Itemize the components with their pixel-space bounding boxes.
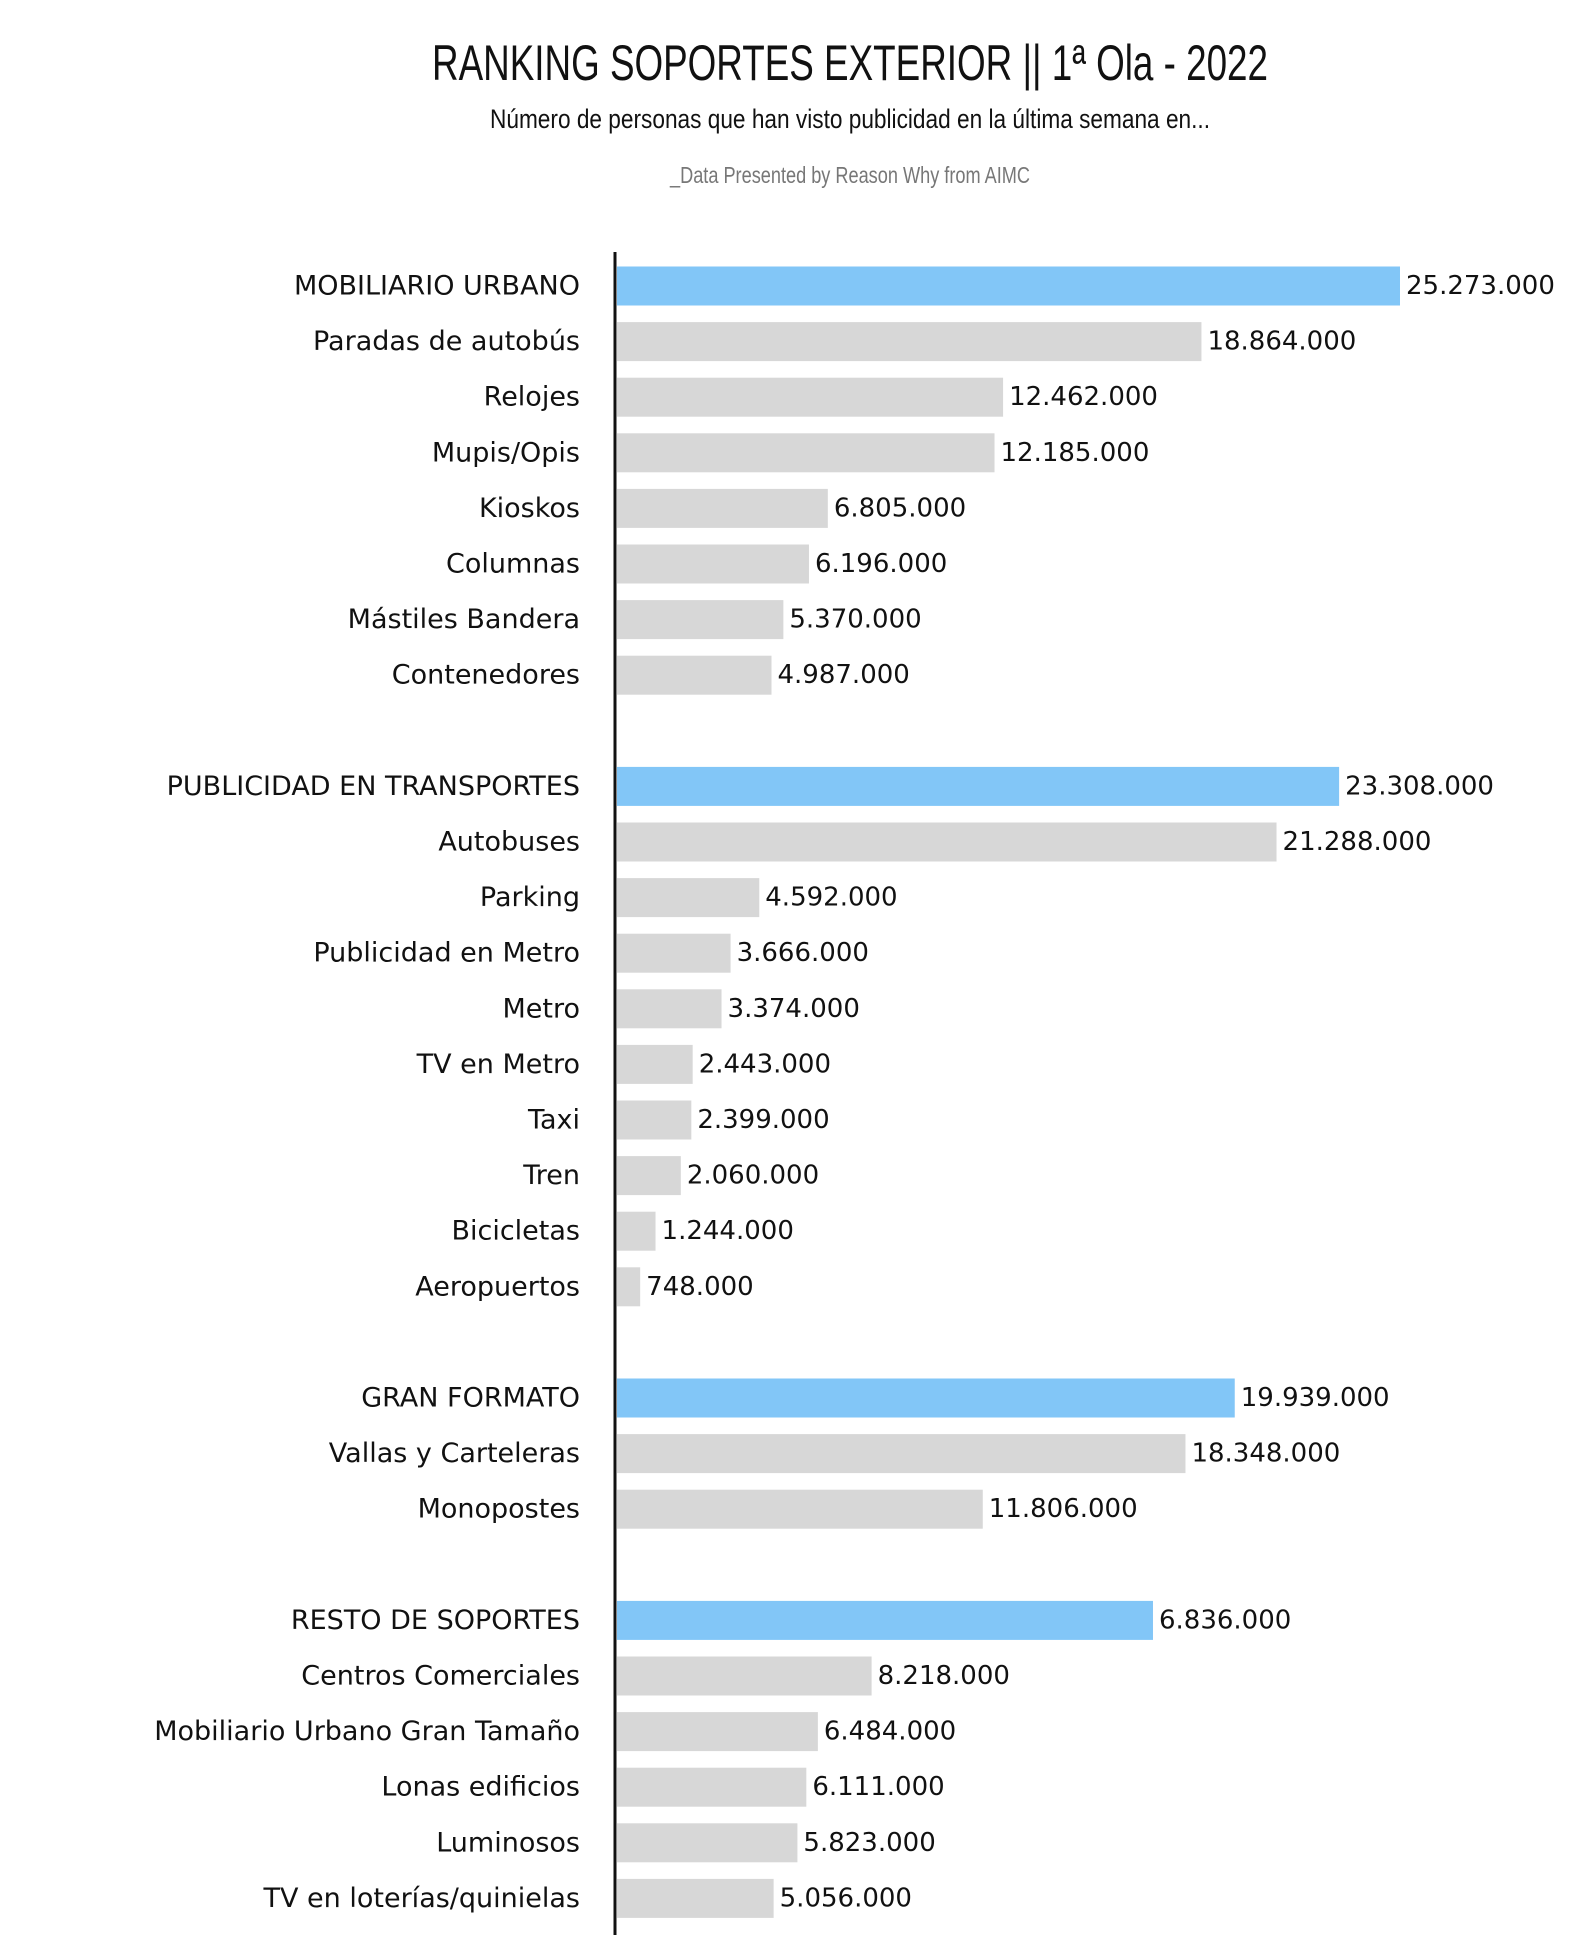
category-label: Kioskos	[479, 493, 580, 524]
value-label: 6.196.000	[815, 549, 947, 579]
bar	[617, 1156, 681, 1196]
bar	[617, 989, 722, 1029]
value-label: 12.462.000	[1009, 382, 1158, 412]
category-label: Lonas edificios	[381, 1772, 580, 1803]
bar	[617, 1434, 1186, 1474]
bar	[617, 822, 1277, 862]
category-label: Taxi	[527, 1105, 580, 1136]
value-label: 6.805.000	[834, 493, 966, 523]
group-label: RESTO DE SOPORTES	[291, 1605, 580, 1636]
category-label: Luminosos	[436, 1827, 580, 1858]
chart-source: _Data Presented by Reason Why from AIMC	[669, 162, 1030, 188]
bar	[617, 600, 784, 640]
category-label: Metro	[502, 993, 580, 1024]
value-label: 12.185.000	[1001, 438, 1150, 468]
value-label: 18.348.000	[1191, 1439, 1340, 1469]
category-label: Centros Comerciales	[301, 1661, 580, 1692]
value-label: 2.399.000	[697, 1105, 829, 1135]
category-label: Relojes	[484, 382, 580, 413]
value-label: 18.864.000	[1207, 327, 1356, 357]
group-value-label: 6.836.000	[1159, 1605, 1291, 1635]
category-label: Aeropuertos	[415, 1271, 580, 1302]
value-label: 5.056.000	[780, 1883, 912, 1913]
value-label: 8.218.000	[878, 1661, 1010, 1691]
category-label: Mástiles Bandera	[348, 604, 580, 635]
value-label: 2.443.000	[699, 1049, 831, 1079]
value-label: 2.060.000	[687, 1161, 819, 1191]
category-label: Mupis/Opis	[432, 437, 580, 468]
category-label: Tren	[522, 1160, 580, 1191]
bar	[617, 1823, 798, 1863]
bar	[617, 377, 1004, 417]
group-value-label: 25.273.000	[1406, 271, 1555, 301]
bar	[617, 1712, 818, 1752]
value-label: 6.111.000	[812, 1772, 944, 1802]
category-label: Contenedores	[392, 660, 580, 691]
group-total-bar	[617, 766, 1340, 806]
chart-title: RANKING SOPORTES EXTERIOR || 1ª Ola - 20…	[432, 35, 1268, 91]
category-label: Parking	[480, 882, 580, 913]
category-label: TV en Metro	[416, 1049, 580, 1080]
value-label: 1.244.000	[662, 1216, 794, 1246]
bar	[617, 433, 995, 473]
bar	[617, 1656, 872, 1696]
bar	[617, 878, 760, 918]
group-total-bar	[617, 1600, 1153, 1640]
category-label: Columnas	[446, 549, 580, 580]
value-label: 5.823.000	[803, 1828, 935, 1858]
bar	[617, 1878, 774, 1918]
bar	[617, 1767, 807, 1807]
category-label: Paradas de autobús	[313, 326, 580, 357]
bar	[617, 1100, 692, 1140]
value-label: 21.288.000	[1283, 827, 1432, 857]
bar	[617, 322, 1202, 362]
bar	[617, 488, 828, 528]
group-total-bar	[617, 266, 1400, 306]
value-label: 6.484.000	[824, 1717, 956, 1747]
category-label: Vallas y Carteleras	[329, 1438, 580, 1469]
group-label: PUBLICIDAD EN TRANSPORTES	[167, 771, 580, 802]
value-label: 3.666.000	[737, 938, 869, 968]
group-label: GRAN FORMATO	[361, 1383, 580, 1414]
group-total-bar	[617, 1378, 1235, 1418]
bar	[617, 1267, 641, 1307]
bar	[617, 1211, 656, 1251]
value-label: 4.987.000	[778, 660, 910, 690]
category-label: Monopostes	[418, 1494, 580, 1525]
category-label: Mobiliario Urbano Gran Tamaño	[154, 1716, 580, 1747]
category-label: Autobuses	[438, 827, 580, 858]
bar	[617, 933, 731, 973]
category-label: TV en loterías/quinielas	[263, 1883, 580, 1914]
bar	[617, 1044, 693, 1084]
value-label: 11.806.000	[989, 1494, 1138, 1524]
group-value-label: 19.939.000	[1241, 1383, 1390, 1413]
category-label: Bicicletas	[451, 1216, 580, 1247]
group-label: MOBILIARIO URBANO	[294, 271, 580, 302]
bar	[617, 655, 772, 695]
bar	[617, 1489, 983, 1529]
value-label: 748.000	[646, 1272, 754, 1302]
bars-layer: MOBILIARIO URBANO 25.273.000 Paradas de au…	[154, 266, 1555, 1918]
bar	[617, 544, 809, 584]
chart-subtitle: Número de personas que han visto publici…	[490, 104, 1210, 134]
value-label: 4.592.000	[765, 883, 897, 913]
value-label: 3.374.000	[728, 994, 860, 1024]
value-label: 5.370.000	[789, 605, 921, 635]
group-value-label: 23.308.000	[1345, 771, 1494, 801]
category-label: Publicidad en Metro	[313, 938, 580, 969]
